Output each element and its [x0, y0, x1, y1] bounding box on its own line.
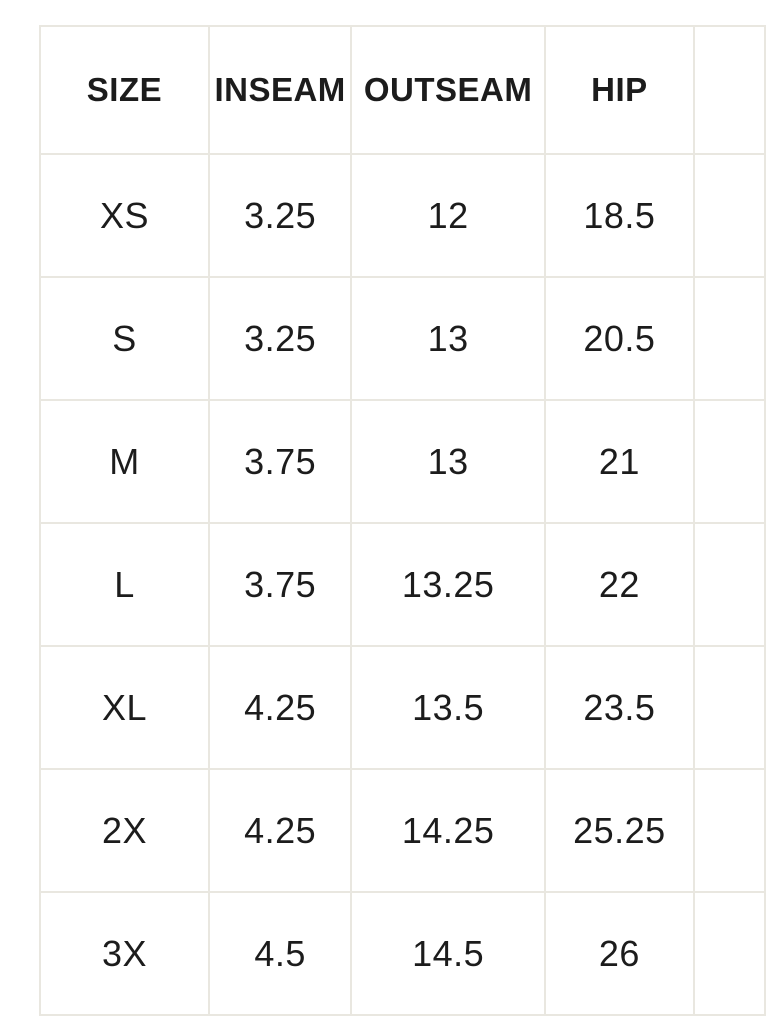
measurement-cell: 25.25 [543, 768, 695, 893]
measurement-cell: 3.75 [207, 522, 353, 647]
size-cell: XS [39, 153, 210, 278]
column-header-outseam: OUTSEAM [350, 25, 546, 155]
measurement-cell: 3.75 [207, 399, 353, 524]
table-row: 3X 4.5 14.5 26 [39, 891, 766, 1016]
column-header-inseam: INSEAM [207, 25, 353, 155]
measurement-cell: 13.25 [350, 522, 546, 647]
size-cell: M [39, 399, 210, 524]
table-row: 2X 4.25 14.25 25.25 [39, 768, 766, 893]
measurement-cell: 4.25 [207, 645, 353, 770]
measurement-cell: 3.25 [207, 276, 353, 401]
measurement-cell: 4.5 [207, 891, 353, 1016]
measurement-cell: 12 [350, 153, 546, 278]
measurement-cell: 23.5 [543, 645, 695, 770]
size-cell: XL [39, 645, 210, 770]
empty-cell [692, 891, 766, 1016]
size-cell: S [39, 276, 210, 401]
table-row: L 3.75 13.25 22 [39, 522, 766, 647]
empty-cell [692, 645, 766, 770]
size-chart-table: SIZE INSEAM OUTSEAM HIP XS 3.25 12 18.5 S 3.2… [39, 25, 766, 1016]
measurement-cell: 14.5 [350, 891, 546, 1016]
measurement-cell: 22 [543, 522, 695, 647]
empty-cell [692, 768, 766, 893]
measurement-cell: 20.5 [543, 276, 695, 401]
measurement-cell: 14.25 [350, 768, 546, 893]
size-chart-header: SIZE INSEAM OUTSEAM HIP [39, 25, 766, 155]
size-cell: 3X [39, 891, 210, 1016]
size-cell: 2X [39, 768, 210, 893]
empty-cell [692, 153, 766, 278]
measurement-cell: 3.25 [207, 153, 353, 278]
measurement-cell: 13 [350, 399, 546, 524]
column-header-size: SIZE [39, 25, 210, 155]
table-row: XL 4.25 13.5 23.5 [39, 645, 766, 770]
empty-cell [692, 522, 766, 647]
measurement-cell: 21 [543, 399, 695, 524]
header-row: SIZE INSEAM OUTSEAM HIP [39, 25, 766, 155]
table-row: M 3.75 13 21 [39, 399, 766, 524]
size-cell: L [39, 522, 210, 647]
empty-cell [692, 399, 766, 524]
measurement-cell: 26 [543, 891, 695, 1016]
measurement-cell: 4.25 [207, 768, 353, 893]
table-row: XS 3.25 12 18.5 [39, 153, 766, 278]
measurement-cell: 13 [350, 276, 546, 401]
column-header-empty [692, 25, 766, 155]
table-row: S 3.25 13 20.5 [39, 276, 766, 401]
size-chart-body: XS 3.25 12 18.5 S 3.25 13 20.5 M 3.75 13 21 L 3.75 13.… [39, 153, 766, 1016]
column-header-hip: HIP [543, 25, 695, 155]
measurement-cell: 13.5 [350, 645, 546, 770]
measurement-cell: 18.5 [543, 153, 695, 278]
empty-cell [692, 276, 766, 401]
